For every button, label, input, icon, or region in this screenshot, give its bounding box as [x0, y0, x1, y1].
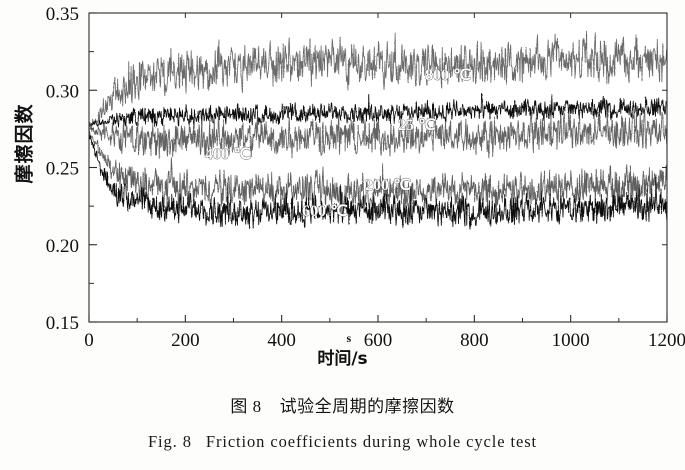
- x-axis-title-artifact: s: [346, 331, 352, 345]
- caption-chinese: 图 8 试验全周期的摩擦因数: [0, 392, 685, 417]
- y-tick-label: 0.35: [46, 4, 79, 25]
- x-tick-label: 1200: [648, 330, 685, 351]
- x-tick-labels: 0 200 400 600 800 1000 1200: [84, 330, 685, 351]
- y-tick-label: 0.20: [46, 236, 79, 257]
- x-tick-label: 1000: [552, 330, 590, 351]
- series-line: [89, 107, 667, 159]
- x-tick-label: 400: [267, 330, 296, 351]
- y-tick-label: 0.25: [46, 159, 79, 180]
- y-tick-labels: 0.35 0.30 0.25 0.20 0.15: [46, 4, 79, 334]
- y-tick-label: 0.30: [46, 81, 79, 102]
- caption-english-number: Fig. 8: [147, 432, 192, 451]
- series-annotation: 600 ℃: [302, 203, 348, 220]
- series-annotation: 400 ℃: [205, 146, 251, 163]
- series-annotations: 800 ℃ 25 ℃ 400 ℃ 200 ℃ 600 ℃: [205, 67, 472, 221]
- series-line: [89, 130, 667, 211]
- caption-english: Fig. 8 Friction coefficients during whole…: [0, 432, 685, 452]
- series-line: [89, 93, 667, 129]
- x-tick-label: 200: [171, 330, 200, 351]
- friction-coefficient-chart: 0.35 0.30 0.25 0.20 0.15 0 200 400 600 800 1000 12…: [46, 4, 685, 351]
- caption-chinese-number: 图 8: [230, 397, 262, 416]
- x-tick-label: 600: [364, 330, 393, 351]
- y-tick-label: 0.15: [46, 313, 79, 334]
- series-annotation: 200 ℃: [365, 177, 411, 194]
- caption-chinese-text: 试验全周期的摩擦因数: [279, 397, 455, 417]
- series-annotation: 25 ℃: [398, 117, 436, 134]
- data-series-layer: [89, 31, 667, 229]
- series-annotation: 800 ℃: [425, 67, 471, 84]
- axis-ticks: [88, 12, 668, 323]
- caption-english-text: Friction coefficients during whole cycle…: [205, 432, 538, 451]
- plot-background: [89, 13, 667, 322]
- series-line: [89, 31, 667, 128]
- x-tick-label: 800: [460, 330, 489, 351]
- x-tick-label: 0: [84, 330, 94, 351]
- y-axis-title: 摩擦因数: [13, 103, 36, 184]
- series-line: [89, 134, 667, 229]
- x-axis-title: s 时间/s: [0, 331, 685, 369]
- x-axis-title-text: 时间/s: [317, 349, 368, 369]
- chart-plot-area: 0.35 0.30 0.25 0.20 0.15 0 200 400 600 800 1000 12…: [0, 4, 685, 369]
